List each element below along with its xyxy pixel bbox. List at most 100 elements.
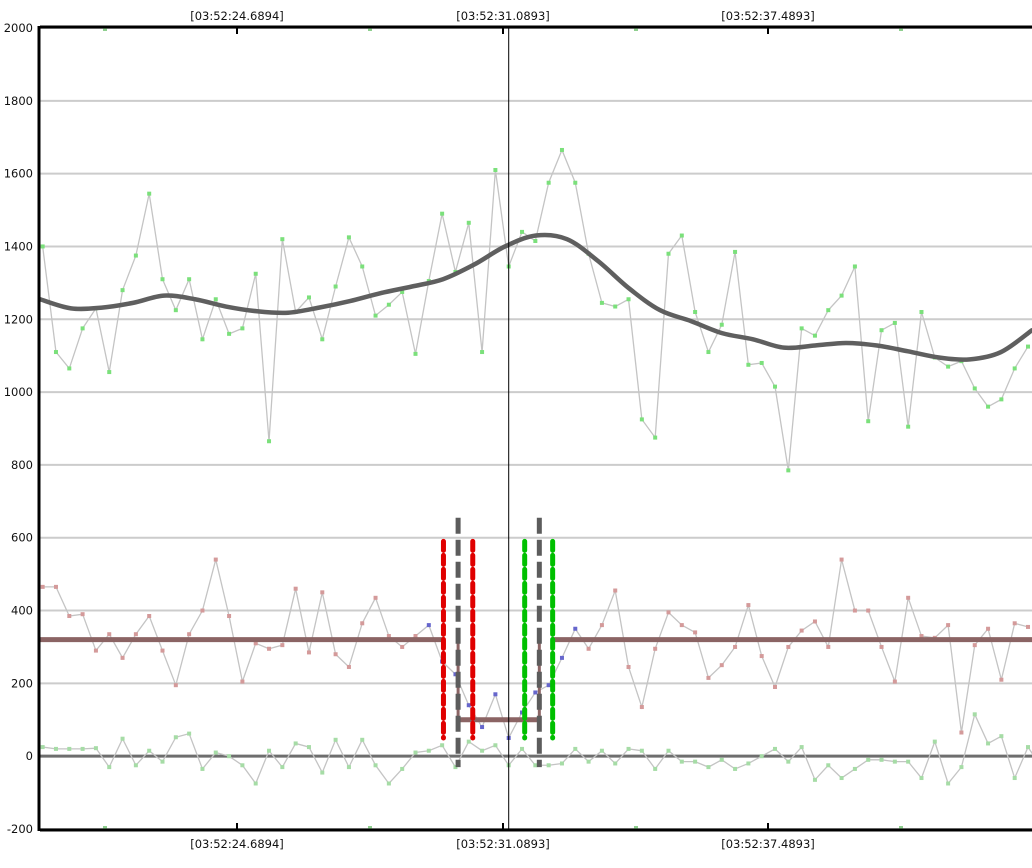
lower-raw-point bbox=[892, 759, 897, 764]
middle-raw-point bbox=[120, 655, 125, 660]
label-layer: 2000180016001400120010008006004002000-20… bbox=[4, 9, 815, 851]
lower-raw-point bbox=[999, 734, 1004, 739]
lower-raw-point bbox=[546, 763, 551, 768]
middle-raw-point bbox=[626, 664, 631, 669]
lower-raw-point bbox=[759, 754, 764, 759]
lower-raw-point bbox=[946, 781, 951, 786]
middle-raw-point bbox=[839, 557, 844, 562]
lower-raw-point bbox=[267, 748, 272, 753]
middle-raw-point bbox=[253, 641, 258, 646]
middle-raw-point bbox=[107, 632, 112, 637]
middle-raw-point bbox=[879, 644, 884, 649]
upper-raw-point bbox=[546, 180, 551, 185]
upper-raw-point bbox=[653, 435, 658, 440]
y-tick-label: 0 bbox=[26, 749, 33, 763]
upper-raw-point bbox=[306, 295, 311, 300]
upper-raw-point bbox=[333, 284, 338, 289]
upper-raw-point bbox=[852, 264, 857, 269]
lower-raw-point bbox=[306, 745, 311, 750]
middle-raw-point bbox=[852, 608, 857, 613]
upper-raw-point bbox=[999, 397, 1004, 402]
middle-raw-point bbox=[679, 623, 684, 628]
y-tick-label: 1400 bbox=[4, 239, 33, 253]
lower-raw-point bbox=[626, 746, 631, 751]
upper-raw-point bbox=[440, 211, 445, 216]
lower-raw-point bbox=[986, 741, 991, 746]
middle-raw-point bbox=[826, 644, 831, 649]
lower-raw-point bbox=[147, 748, 152, 753]
lower-raw-point bbox=[520, 746, 525, 751]
upper-raw-point bbox=[253, 271, 258, 276]
upper-raw-point bbox=[613, 304, 618, 309]
y-tick-label: 1800 bbox=[4, 94, 33, 108]
upper-raw-point bbox=[839, 293, 844, 298]
middle-raw-point bbox=[360, 621, 365, 626]
y-tick-label: 200 bbox=[11, 676, 33, 690]
grid-layer bbox=[40, 27, 1032, 830]
lower-raw-point bbox=[706, 765, 711, 770]
lower-raw-point bbox=[493, 743, 498, 748]
upper-raw-point bbox=[892, 320, 897, 325]
lower-raw-point bbox=[559, 761, 564, 766]
upper-raw-point bbox=[120, 288, 125, 293]
lower-raw-point bbox=[906, 759, 911, 764]
y-tick-label: 600 bbox=[11, 531, 33, 545]
upper-raw-point bbox=[160, 277, 165, 282]
lower-raw-point bbox=[666, 748, 671, 753]
lower-raw-point bbox=[360, 737, 365, 742]
lower-raw-point bbox=[693, 759, 698, 764]
middle-raw-point bbox=[200, 608, 205, 613]
lower-raw-point bbox=[240, 763, 245, 768]
upper-raw-point bbox=[733, 249, 738, 254]
middle-raw-point bbox=[53, 584, 58, 589]
upper-raw-point bbox=[533, 238, 538, 243]
lower-raw-point bbox=[639, 748, 644, 753]
lower-raw-point bbox=[972, 712, 977, 717]
y-tick-label: 1000 bbox=[4, 385, 33, 399]
upper-raw-point bbox=[946, 364, 951, 369]
middle-raw-point bbox=[386, 634, 391, 639]
lower-raw-point bbox=[373, 763, 378, 768]
lower-raw-point bbox=[866, 757, 871, 762]
middle-raw-point bbox=[480, 725, 485, 730]
upper-raw-point bbox=[666, 251, 671, 256]
middle-raw-point bbox=[719, 663, 724, 668]
upper-raw-point bbox=[879, 328, 884, 333]
lower-raw-point bbox=[440, 743, 445, 748]
middle-raw-point bbox=[320, 590, 325, 595]
upper-raw-point bbox=[67, 366, 72, 371]
lower-raw-point bbox=[679, 759, 684, 764]
x-tick-label-top: [03:52:24.6894] bbox=[190, 9, 284, 23]
upper-raw-point bbox=[107, 370, 112, 375]
middle-raw-point bbox=[773, 685, 778, 690]
lower-raw-point bbox=[653, 766, 658, 771]
middle-raw-point bbox=[187, 632, 192, 637]
lower-raw-point bbox=[746, 761, 751, 766]
upper-raw-point bbox=[906, 424, 911, 429]
middle-raw-point bbox=[653, 646, 658, 651]
middle-raw-point bbox=[160, 648, 165, 653]
lower-raw-point bbox=[213, 750, 218, 755]
middle-raw-point bbox=[573, 626, 578, 631]
upper-raw-point bbox=[559, 147, 564, 152]
lower-raw-point bbox=[453, 765, 458, 770]
middle-raw-point bbox=[666, 610, 671, 615]
lower-raw-point bbox=[480, 748, 485, 753]
lower-raw-point bbox=[253, 781, 258, 786]
lower-raw-point bbox=[1012, 776, 1017, 781]
middle-raw-point bbox=[413, 634, 418, 639]
y-tick-label: 800 bbox=[11, 458, 33, 472]
upper-raw-point bbox=[746, 362, 751, 367]
middle-raw-point bbox=[333, 652, 338, 657]
lower-raw-point bbox=[786, 759, 791, 764]
x-tick-label-bottom: [03:52:31.0893] bbox=[456, 837, 550, 851]
middle-raw-point bbox=[959, 730, 964, 735]
upper-raw-point bbox=[799, 326, 804, 331]
upper-raw-point bbox=[639, 417, 644, 422]
middle-raw-point bbox=[280, 643, 285, 648]
middle-raw-point bbox=[373, 595, 378, 600]
lower-raw-point bbox=[107, 765, 112, 770]
upper-raw-point bbox=[972, 386, 977, 391]
middle-raw-point bbox=[786, 644, 791, 649]
middle-raw-point bbox=[759, 654, 764, 659]
